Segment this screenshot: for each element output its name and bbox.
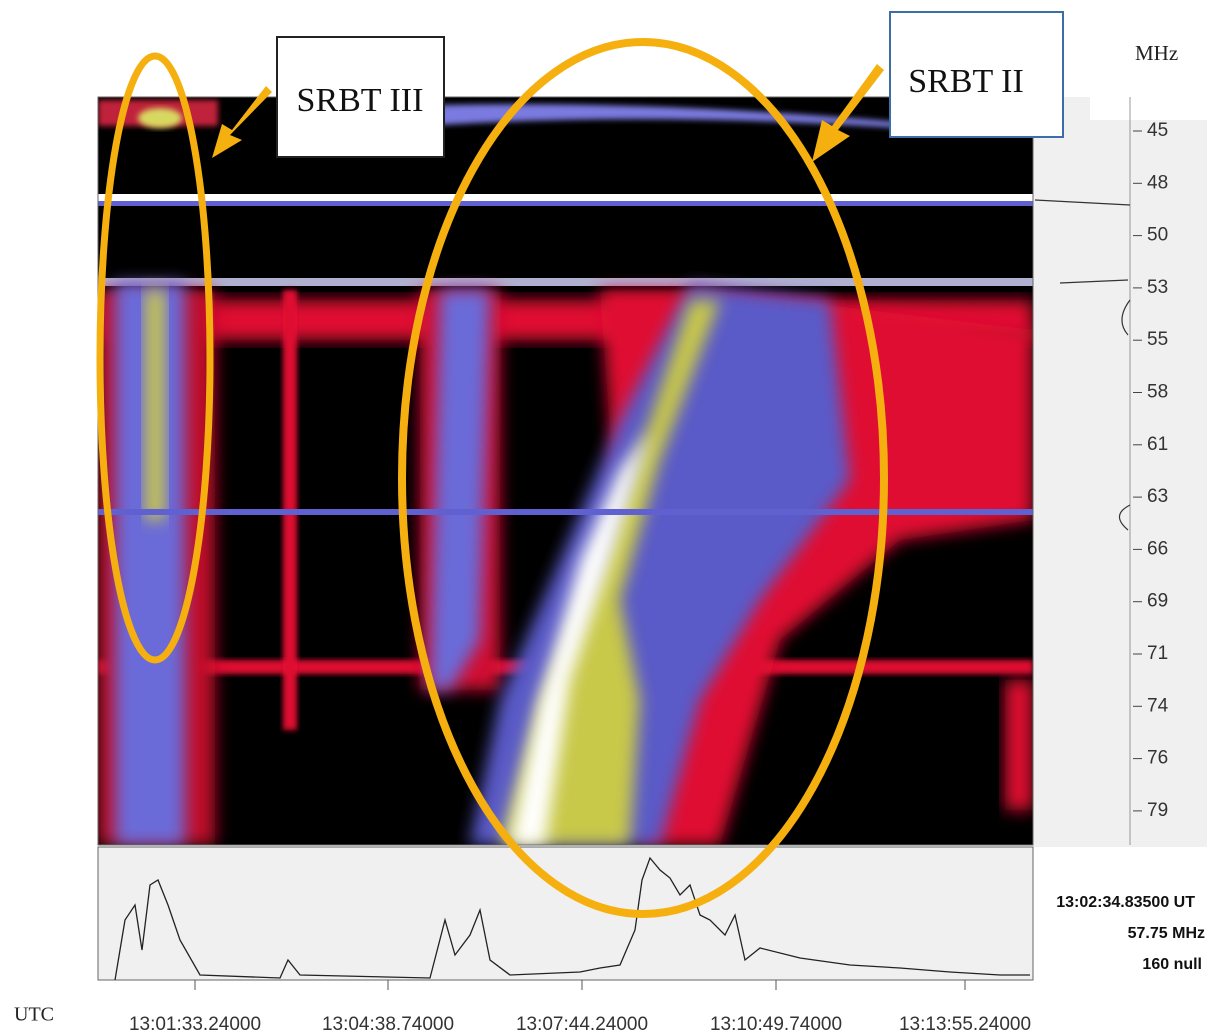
type-ii-burst xyxy=(430,290,490,690)
frequency-tick-label: 69 xyxy=(1147,591,1168,612)
readout-value: 160 null xyxy=(1142,956,1202,973)
highlight-ellipse xyxy=(96,52,214,664)
time-tick-label: 13:07:44.24000 xyxy=(516,1014,648,1035)
red-streak xyxy=(1005,680,1033,810)
frequency-tick-label: 79 xyxy=(1147,800,1168,821)
frequency-tick-label: 58 xyxy=(1147,382,1168,403)
unit-label: MHz xyxy=(1135,41,1178,65)
time-tick-label: 13:04:38.74000 xyxy=(322,1014,454,1035)
frequency-tick-label: 50 xyxy=(1147,225,1168,246)
unit-box xyxy=(1090,75,1207,120)
time-tick-label: 13:01:33.24000 xyxy=(129,1014,261,1035)
highlight-ellipse xyxy=(398,38,888,918)
annotation-box xyxy=(889,11,1064,138)
time-axis-label: UTC xyxy=(14,1004,54,1026)
frequency-panel xyxy=(1033,97,1207,847)
type-iii-burst xyxy=(145,290,165,520)
channel-line xyxy=(98,509,1033,515)
channel-line xyxy=(98,278,1033,286)
arrow xyxy=(212,86,272,158)
frequency-tick-label: 48 xyxy=(1147,172,1168,193)
annotation-label: SRBT III xyxy=(297,82,424,119)
time-tick-label: 13:10:49.74000 xyxy=(710,1014,842,1035)
frequency-profile xyxy=(1034,199,1131,531)
type-ii-core xyxy=(510,430,650,845)
spectrogram-image xyxy=(98,97,1033,845)
annotation-arrows xyxy=(212,64,884,162)
light-curve xyxy=(114,856,1030,981)
light-curve-panel xyxy=(97,846,1034,981)
frequency-tick-label: 74 xyxy=(1147,695,1169,716)
readout-time: 13:02:34.83500 UT xyxy=(1056,894,1195,911)
frequency-tick-label: 66 xyxy=(1147,538,1168,559)
spectrogram-frame xyxy=(97,96,1034,846)
frequency-tick-label: 63 xyxy=(1147,486,1168,507)
frequency-tick-label: 45 xyxy=(1147,120,1168,141)
channel-line xyxy=(98,201,1033,206)
time-tick-label: 13:13:55.24000 xyxy=(899,1014,1031,1035)
frequency-tick-label: 71 xyxy=(1147,643,1168,664)
frequency-tick-label: 53 xyxy=(1147,277,1168,298)
readout-frequency: 57.75 MHz xyxy=(1128,925,1205,942)
frequency-ticks: 45 48 50 53 55 58 61 63 66 69 71 74 76 79 xyxy=(1133,120,1169,821)
top-emission xyxy=(138,108,182,128)
time-ticks xyxy=(194,980,966,990)
frequency-tick-label: 55 xyxy=(1147,329,1168,350)
arrow xyxy=(812,64,884,162)
frequency-tick-label: 61 xyxy=(1147,434,1168,455)
annotation-box xyxy=(276,36,445,158)
frequency-tick-label: 76 xyxy=(1147,748,1168,769)
annotation-label: SRBT II xyxy=(908,63,1024,100)
